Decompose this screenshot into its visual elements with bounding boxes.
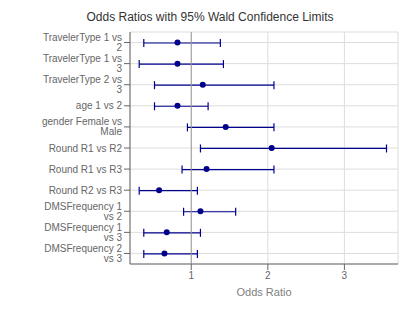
- svg-text:2: 2: [265, 270, 271, 281]
- svg-text:DMSFrequency 1vs 2: DMSFrequency 1vs 2: [44, 201, 122, 222]
- svg-text:Odds Ratio: Odds Ratio: [236, 286, 291, 298]
- svg-text:DMSFrequency 2vs 3: DMSFrequency 2vs 3: [44, 243, 122, 264]
- svg-text:TravelerType 1 vs2: TravelerType 1 vs2: [43, 32, 123, 53]
- svg-text:DMSFrequency 1vs 3: DMSFrequency 1vs 3: [44, 222, 122, 243]
- svg-text:TravelerType 2 vs3: TravelerType 2 vs3: [43, 74, 123, 95]
- svg-text:age 1 vs 2: age 1 vs 2: [76, 100, 123, 111]
- svg-text:Round R1 vs R3: Round R1 vs R3: [49, 164, 123, 175]
- svg-text:3: 3: [342, 270, 348, 281]
- svg-text:Round R1 vs R2: Round R1 vs R2: [49, 143, 123, 154]
- svg-text:gender Female vsMale: gender Female vsMale: [42, 116, 122, 137]
- svg-text:TravelerType 1 vs3: TravelerType 1 vs3: [43, 53, 123, 74]
- html-text:Odds Ratios with 95% Wald Conf: Odds Ratios with 95% Wald Confidence Lim…: [86, 10, 334, 24]
- svg-text:1: 1: [188, 270, 194, 281]
- svg-text:Round R2 vs R3: Round R2 vs R3: [49, 185, 123, 196]
